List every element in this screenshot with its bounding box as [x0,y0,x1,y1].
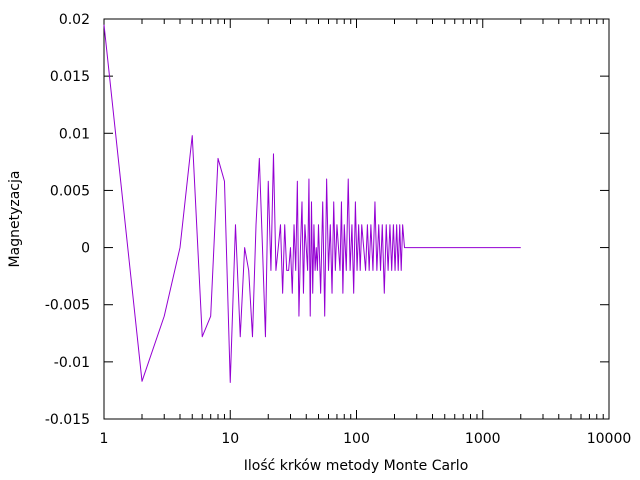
y-tick-label: 0.015 [50,69,90,85]
x-tick-label: 1 [100,431,109,447]
x-axis-title: Ilość krków metody Monte Carlo [244,458,469,474]
x-tick-label: 10 [221,431,239,447]
plot-area-border [103,18,610,420]
x-axis: 1 10 100 1000 10000 [100,19,632,447]
y-axis: -0.015 -0.01 -0.005 0 0.005 0.01 0.015 0.02 [45,12,609,428]
x-tick-label: 100 [343,431,370,447]
x-tick-label: 10000 [587,431,632,447]
y-tick-label: 0.005 [50,183,90,199]
magnetization-series-line [103,24,521,383]
y-tick-label: 0.01 [59,126,90,142]
y-tick-label: -0.01 [54,355,90,371]
y-axis-title: Magnetyzacja [7,171,23,268]
y-tick-label: 0 [81,241,90,257]
series-layer [103,24,521,383]
y-tick-label: 0.02 [59,12,90,28]
x-tick-label: 1000 [465,431,501,447]
y-tick-label: -0.015 [45,412,90,428]
y-tick-label: -0.005 [45,298,90,314]
